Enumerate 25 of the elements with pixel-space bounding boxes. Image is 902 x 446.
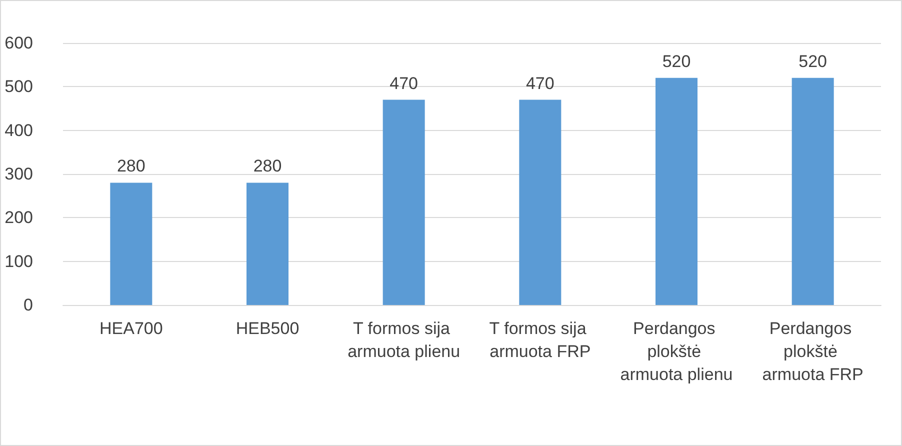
y-tick-label: 100	[4, 252, 33, 271]
y-tick-label: 300	[4, 164, 33, 184]
x-tick-label: T formos sija armuota plienu	[348, 319, 460, 361]
y-tick-label: 0	[24, 296, 33, 314]
y-tick-label: 200	[4, 208, 33, 228]
x-tick-label: Perdangos plokštė armuota FRP	[762, 319, 864, 384]
x-tick-label: T formos sija armuota FRP	[489, 319, 592, 361]
x-tick-label: HEB500	[236, 319, 300, 338]
bar	[110, 182, 152, 305]
data-label: 280	[253, 156, 282, 176]
y-tick-label: 400	[4, 120, 33, 140]
x-tick-label: Perdangos plokštė armuota plienu	[620, 319, 733, 384]
data-label: 470	[390, 74, 418, 93]
y-tick-label: 500	[4, 77, 33, 96]
data-label: 470	[526, 74, 554, 93]
y-tick-label: 600	[4, 34, 33, 52]
bar	[792, 78, 834, 305]
data-label: 280	[116, 156, 146, 176]
data-label: 520	[662, 52, 691, 71]
bar	[382, 100, 425, 305]
bar	[519, 100, 562, 305]
bar	[246, 182, 288, 305]
data-label: 520	[798, 52, 828, 71]
bar	[656, 78, 698, 305]
x-tick-label: HEA700	[100, 319, 163, 338]
